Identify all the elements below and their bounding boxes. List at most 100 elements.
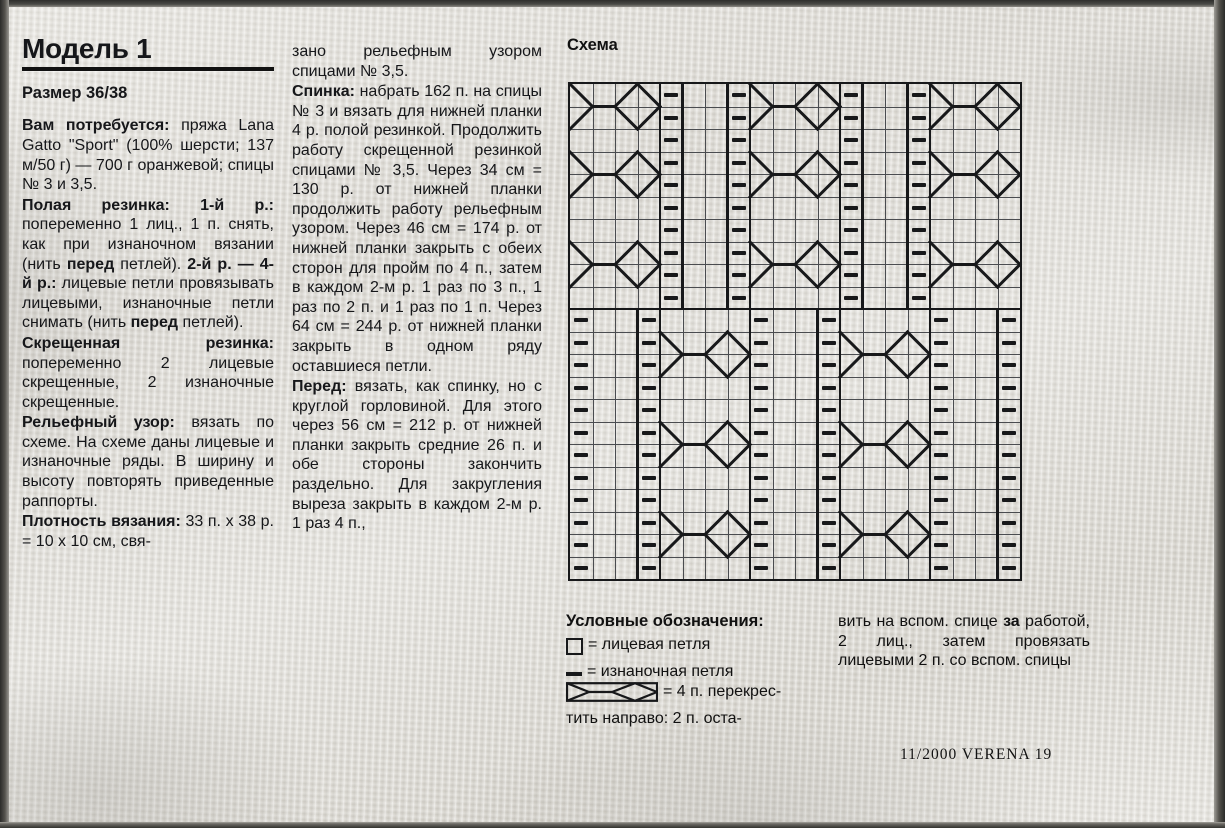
grid-line-horizontal (570, 556, 1020, 558)
purl-stitch-symbol (844, 273, 859, 278)
purl-stitch-symbol (934, 520, 949, 525)
purl-stitch-symbol (641, 363, 656, 368)
purl-stitch-symbol (641, 430, 656, 435)
grid-line-horizontal (570, 219, 1020, 220)
legend-item-knit: = лицевая петля (566, 635, 824, 661)
purl-stitch-symbol (911, 138, 926, 143)
page-footer: 11/2000 VERENA 19 (900, 746, 1053, 763)
grid-separator-vertical (906, 84, 909, 309)
cable-cross-symbol (657, 329, 753, 379)
purl-stitch-symbol (1001, 318, 1016, 323)
purl-stitch-symbol (731, 115, 746, 120)
grid-separator-vertical (816, 309, 819, 579)
purl-stitch-symbol (821, 520, 836, 525)
purl-stitch-symbol (821, 453, 836, 458)
grid-separator-horizontal (570, 307, 1020, 311)
purl-stitch-symbol (664, 250, 679, 255)
paragraph-hollow-rib: Полая резинка: 1-й р.: попеременно 1 лиц… (22, 196, 274, 333)
purl-stitch-symbol (821, 318, 836, 323)
purl-stitch-symbol (574, 543, 589, 548)
front-text: вязать, как спинку, но с круглой горлови… (292, 378, 542, 533)
paragraph-gauge-cont: зано рельефным узором спицами № 3,5. (292, 43, 542, 80)
purl-stitch-symbol (664, 205, 679, 210)
grid-separator-vertical (726, 84, 729, 309)
legend: Условные обозначения: = лицевая петля = … (565, 612, 824, 728)
back-text: набрать 162 п. на спицы № 3 и вязать для… (292, 83, 542, 375)
grid-separator-vertical (838, 309, 842, 579)
purl-stitch-symbol (821, 498, 836, 503)
cable-4-right-icon (565, 682, 659, 708)
purl-stitch-symbol (844, 228, 859, 233)
purl-stitch-symbol (821, 363, 836, 368)
purl-stitch-symbol (664, 183, 679, 188)
purl-stitch-symbol (844, 138, 859, 143)
cable-cross-symbol (927, 81, 1023, 132)
grid-line-horizontal (570, 331, 1020, 333)
purl-stitch-symbol (911, 273, 926, 278)
grid-line-horizontal (570, 129, 1020, 130)
grid-line-horizontal (570, 151, 1020, 153)
purl-stitch-symbol (754, 340, 769, 345)
purl-stitch-symbol (911, 93, 926, 98)
cable-cross-symbol (837, 509, 933, 559)
chart-grid (567, 81, 1023, 581)
purl-stitch-symbol (754, 475, 769, 480)
purl-stitch-symbol (844, 160, 859, 165)
gauge-lead: Плотность вязания: (22, 513, 181, 531)
purl-stitch-symbol (731, 250, 746, 255)
purl-stitch-symbol (754, 385, 769, 390)
relief-pattern-text: вязать по схеме. На схеме даны лицевые и… (22, 414, 275, 510)
grid-separator-vertical (838, 84, 842, 309)
grid-line-horizontal (570, 196, 1020, 198)
purl-stitch-symbol (1001, 430, 1016, 435)
purl-stitch-symbol (821, 475, 836, 480)
cable-cross-symbol (927, 239, 1023, 289)
purl-stitch-symbol (1001, 565, 1016, 570)
text-column-2: зано рельефным узором спицами № 3,5. Спи… (292, 42, 542, 535)
purl-stitch-symbol (934, 340, 949, 345)
twisted-rib-text: попеременно 2 лицевые скрещенные, 2 изна… (22, 354, 274, 411)
hollow-rib-bold-4: перед (130, 314, 179, 332)
hollow-rib-text-1: попеременно 1 лиц., 1 п. снять, как при … (22, 216, 274, 273)
hollow-rib-text-4: петлей). (178, 314, 244, 332)
purl-stitch-symbol (574, 408, 589, 413)
size-label: Размер 36/38 (22, 84, 128, 103)
page-edge-top (0, 0, 1225, 7)
purl-stitch-symbol (754, 318, 769, 323)
purl-stitch-symbol (934, 408, 949, 413)
purl-stitch-symbol (754, 565, 769, 570)
purl-stitch-symbol (664, 138, 679, 143)
square-icon (566, 635, 583, 661)
purl-stitch-symbol (574, 340, 589, 345)
purl-stitch-symbol (911, 160, 926, 165)
grid-line-horizontal (570, 241, 1020, 243)
grid-separator-vertical (658, 309, 662, 579)
purl-stitch-symbol (754, 430, 769, 435)
cable-cross-symbol (837, 419, 933, 469)
purl-stitch-symbol (641, 520, 656, 525)
purl-stitch-symbol (934, 565, 949, 570)
purl-stitch-symbol (641, 340, 656, 345)
materials-text: пряжа Lana Gatto "Sport" (100% шерсти; 1… (22, 117, 274, 194)
legend-continuation-column: вить на вспом. спице за работой, 2 лиц.,… (838, 612, 1090, 671)
grid-line-horizontal (570, 511, 1020, 513)
purl-stitch-symbol (574, 385, 589, 390)
cable-cross-symbol (747, 81, 843, 132)
twisted-rib-lead: Скрещенная резинка: (22, 334, 274, 352)
grid-separator-vertical (658, 84, 662, 309)
cable-cross-symbol (567, 81, 663, 132)
grid-line-horizontal (570, 376, 1020, 378)
legend-item-cable: = 4 п. перекрес- (565, 682, 824, 708)
purl-stitch-symbol (1001, 498, 1016, 503)
grid-separator-vertical (681, 84, 684, 309)
cable-cross-symbol (567, 149, 663, 199)
purl-stitch-symbol (574, 318, 589, 323)
title-rule (22, 67, 274, 72)
grid-separator-vertical (861, 84, 864, 309)
purl-stitch-symbol (821, 543, 836, 548)
purl-stitch-symbol (1001, 543, 1016, 548)
purl-stitch-symbol (844, 250, 859, 255)
purl-stitch-symbol (1001, 453, 1016, 458)
purl-stitch-symbol (731, 183, 746, 188)
purl-stitch-symbol (934, 385, 949, 390)
